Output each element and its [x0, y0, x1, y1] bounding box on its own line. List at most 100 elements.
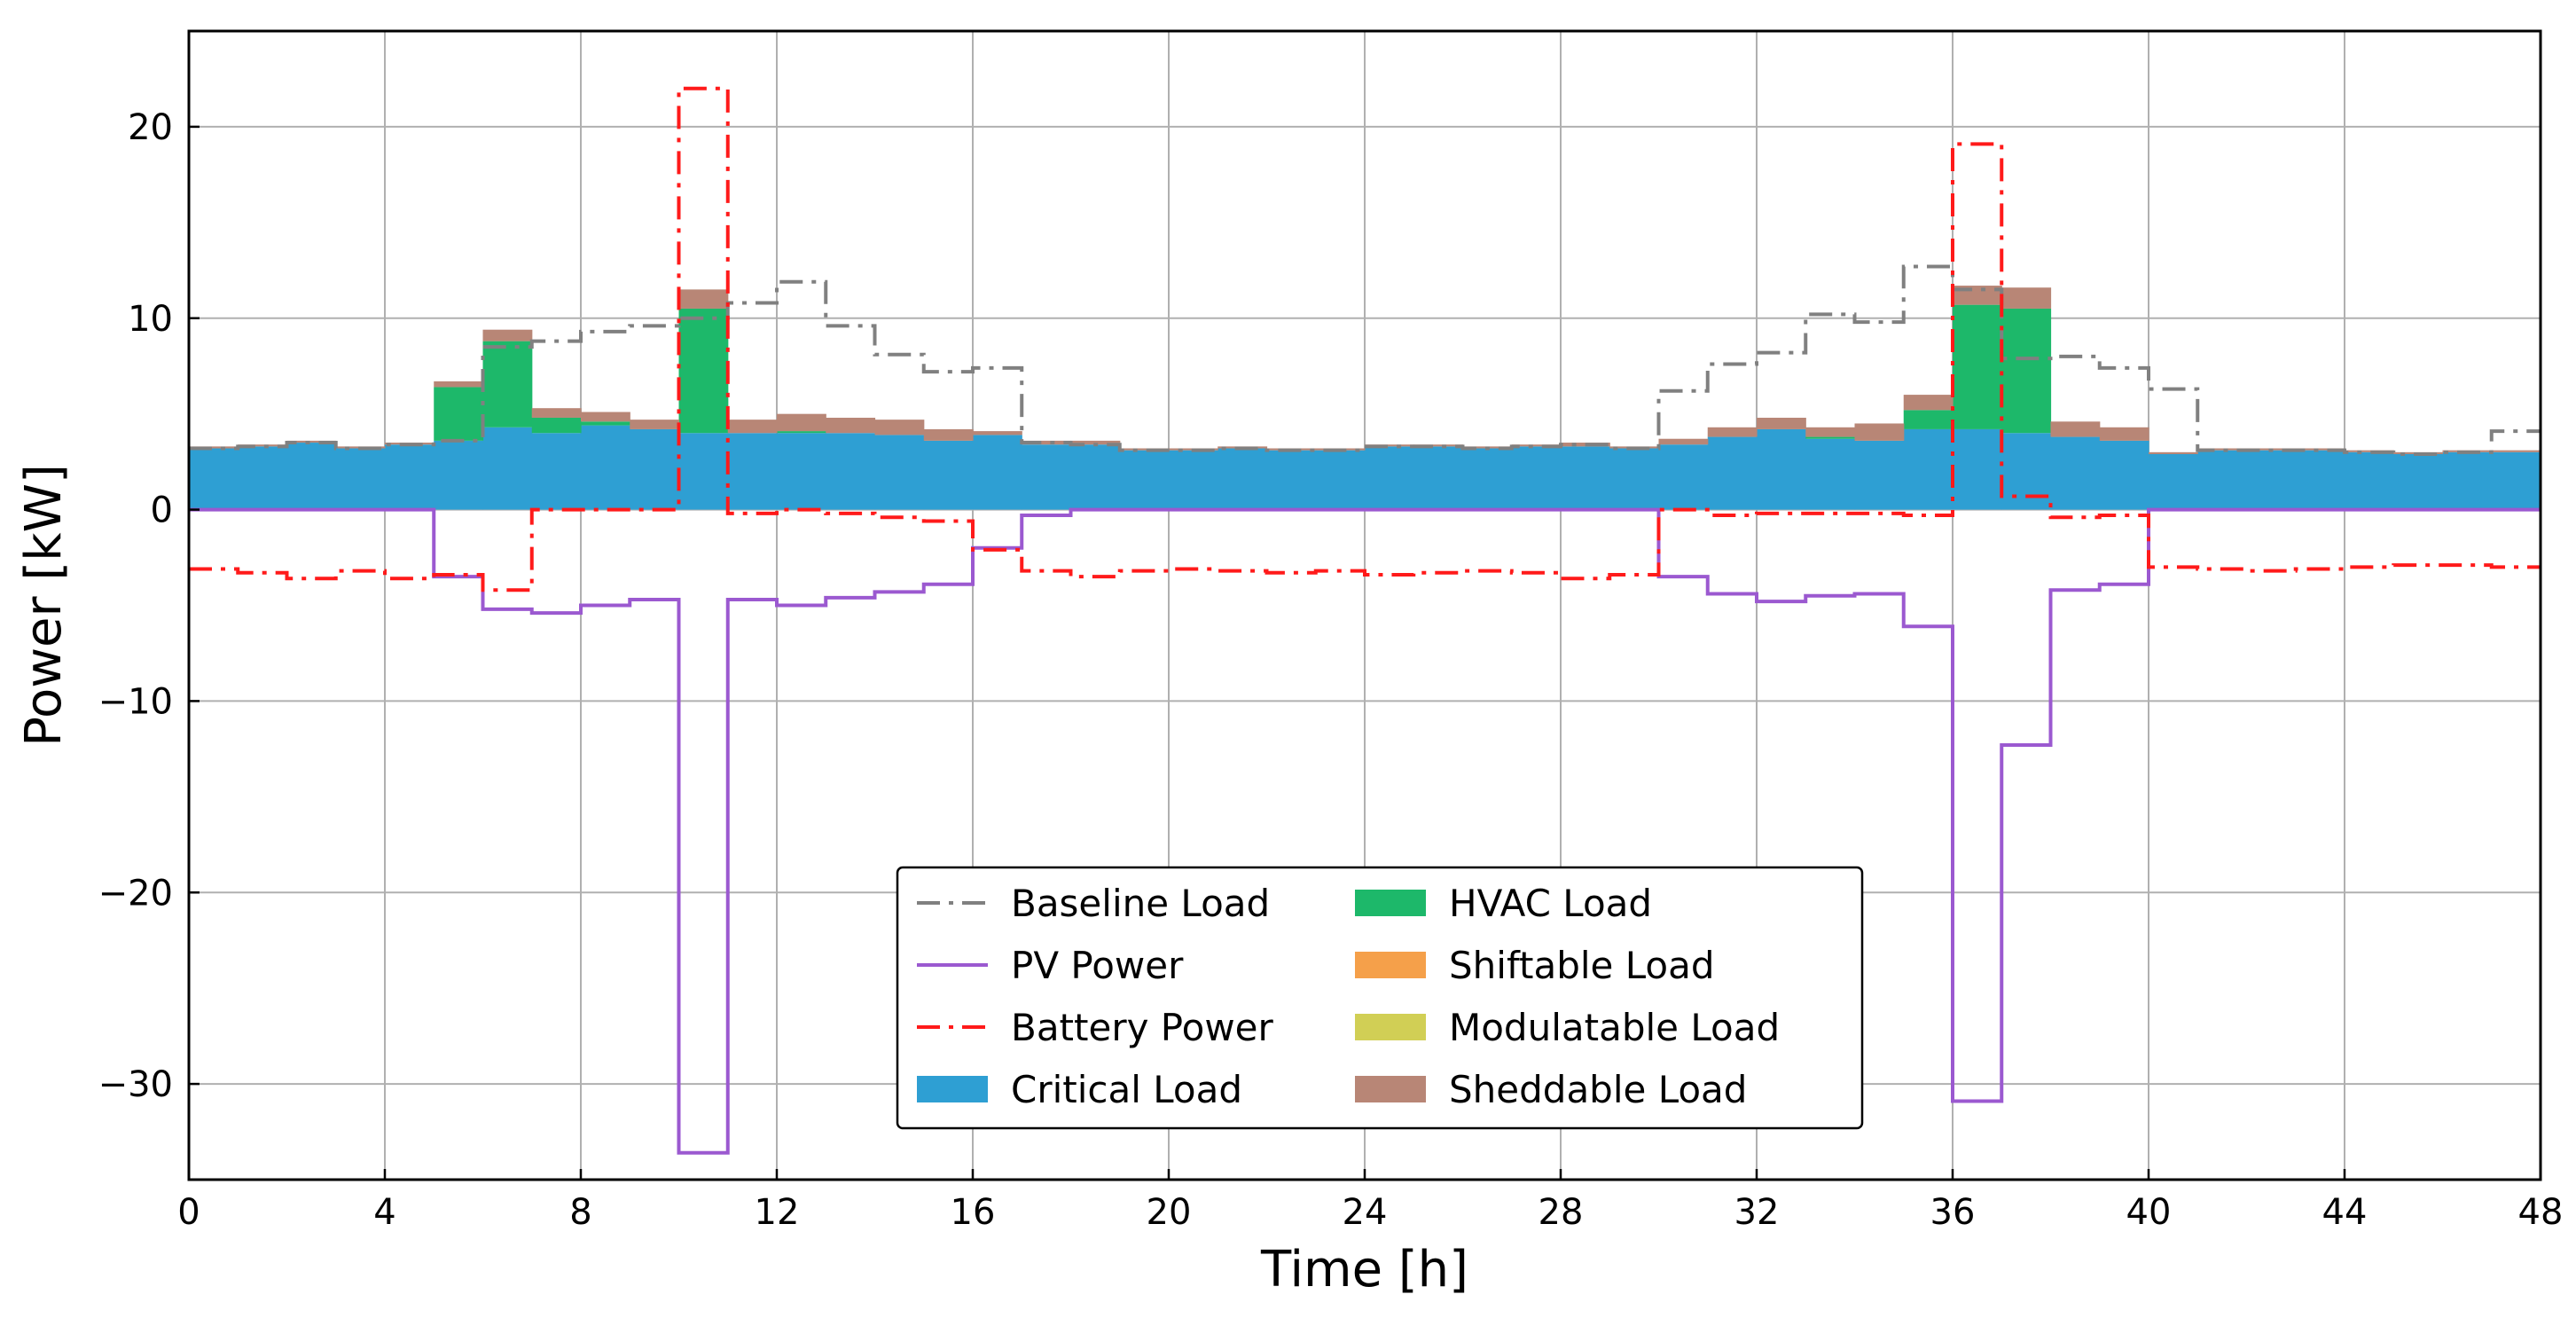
critical-load-bar	[826, 433, 876, 510]
battery-power-line	[189, 86, 2541, 592]
x-tick-label: 12	[755, 1192, 800, 1233]
sheddable-load-bar	[238, 444, 288, 447]
sheddable-load-bar	[2197, 448, 2248, 451]
sheddable-load-bar	[874, 420, 925, 435]
pv-power-line	[189, 507, 2541, 1155]
x-tick-label: 16	[951, 1192, 996, 1233]
critical-load-bar	[1561, 446, 1610, 510]
sheddable-load-bar	[531, 408, 582, 418]
hvac-load-bar	[482, 341, 533, 428]
sheddable-load-bar	[678, 289, 729, 309]
x-tick-label: 44	[2322, 1192, 2368, 1233]
critical-load-bar	[678, 433, 729, 510]
legend-label: Battery Power	[1011, 1006, 1274, 1049]
critical-load-bar	[189, 448, 239, 510]
critical-load-bar	[1218, 448, 1268, 510]
x-tick-label: 20	[1147, 1192, 1192, 1233]
critical-load-bar	[2001, 433, 2052, 510]
critical-load-bar	[1070, 444, 1121, 510]
legend-item-shiftable-load: Shiftable Load	[1355, 944, 1714, 987]
legend-patch-swatch	[917, 1076, 988, 1102]
critical-load-bar	[874, 435, 925, 510]
critical-load-bar	[2197, 450, 2248, 510]
critical-load-bar	[531, 433, 582, 510]
hvac-load-bar	[531, 417, 582, 434]
critical-load-bar	[973, 435, 1022, 510]
critical-load-bar	[238, 446, 288, 510]
critical-load-bar	[1511, 446, 1562, 510]
sheddable-load-bar	[2099, 427, 2149, 441]
critical-load-bar	[727, 433, 778, 510]
critical-load-bar	[777, 433, 826, 510]
y-tick-label: −10	[98, 681, 173, 722]
y-tick-label: 10	[128, 299, 173, 340]
critical-load-bar	[434, 440, 484, 510]
critical-load-bar	[630, 428, 680, 510]
critical-load-bar	[1022, 444, 1072, 510]
sheddable-load-bar	[630, 420, 680, 429]
sheddable-load-bar	[581, 412, 630, 422]
legend-label: Shiftable Load	[1449, 944, 1714, 987]
sheddable-load-bar	[434, 380, 484, 388]
hvac-load-bar	[434, 387, 484, 441]
critical-load-bar	[1315, 450, 1366, 510]
critical-load-bar	[1953, 428, 2002, 510]
sheddable-load-bar	[2149, 451, 2198, 454]
hvac-load-bar	[581, 421, 630, 426]
sheddable-load-bar	[1365, 444, 1414, 447]
sheddable-load-bar	[189, 446, 239, 449]
hvac-load-bar	[678, 308, 729, 434]
x-tick-label: 8	[569, 1192, 591, 1233]
x-tick-label: 40	[2126, 1192, 2172, 1233]
critical-load-bar	[1413, 446, 1464, 510]
legend-label: Baseline Load	[1011, 882, 1270, 925]
sheddable-load-bar	[1413, 444, 1464, 447]
sheddable-load-bar	[482, 329, 533, 341]
critical-load-bar	[2345, 451, 2394, 510]
x-tick-label: 0	[177, 1192, 200, 1233]
critical-load-bar	[923, 440, 974, 510]
x-tick-label: 36	[1930, 1192, 1976, 1233]
legend-label: Critical Load	[1011, 1068, 1242, 1111]
sheddable-load-bar	[2050, 421, 2101, 437]
critical-load-bar	[2393, 453, 2444, 510]
hvac-load-bar	[1805, 436, 1856, 439]
legend-label: Sheddable Load	[1449, 1068, 1747, 1111]
hvac-load-bar	[1953, 304, 2002, 429]
y-tick-label: −20	[98, 873, 173, 914]
sheddable-load-bar	[923, 428, 974, 441]
legend-patch-swatch	[1355, 890, 1426, 916]
legend-item-pv-power: PV Power	[917, 944, 1184, 987]
legend-patch-swatch	[1355, 952, 1426, 978]
legend-item-sheddable-load: Sheddable Load	[1355, 1068, 1747, 1111]
legend-item-baseline-load: Baseline Load	[917, 882, 1270, 925]
stacked-load-areas	[189, 286, 2541, 510]
sheddable-load-bar	[2491, 450, 2541, 452]
sheddable-load-bar	[1658, 438, 1709, 445]
critical-load-bar	[2050, 436, 2101, 510]
critical-load-bar	[1365, 446, 1414, 510]
critical-load-bar	[2295, 450, 2345, 510]
legend-patch-swatch	[1355, 1076, 1426, 1102]
sheddable-load-bar	[826, 417, 876, 434]
critical-load-bar	[335, 448, 386, 510]
y-axis-title: Power [kW]	[15, 464, 73, 747]
sheddable-load-bar	[1854, 423, 1905, 441]
y-tick-label: −30	[98, 1064, 173, 1105]
y-tick-label: 0	[151, 490, 173, 531]
y-tick-label: 20	[128, 107, 173, 148]
sheddable-load-bar	[1903, 395, 1954, 411]
sheddable-load-bar	[1511, 444, 1562, 447]
sheddable-load-bar	[1707, 427, 1758, 437]
critical-load-bar	[2491, 451, 2541, 510]
hvac-load-bar	[2001, 308, 2052, 434]
sheddable-load-bar	[727, 420, 778, 434]
legend-label: Modulatable Load	[1449, 1006, 1780, 1049]
critical-load-bar	[1903, 428, 1954, 510]
legend-label: PV Power	[1011, 944, 1184, 987]
x-tick-label: 24	[1343, 1192, 1388, 1233]
sheddable-load-bar	[973, 431, 1022, 435]
critical-load-bar	[482, 427, 533, 510]
x-tick-label: 4	[373, 1192, 395, 1233]
critical-load-bar	[2149, 453, 2198, 510]
